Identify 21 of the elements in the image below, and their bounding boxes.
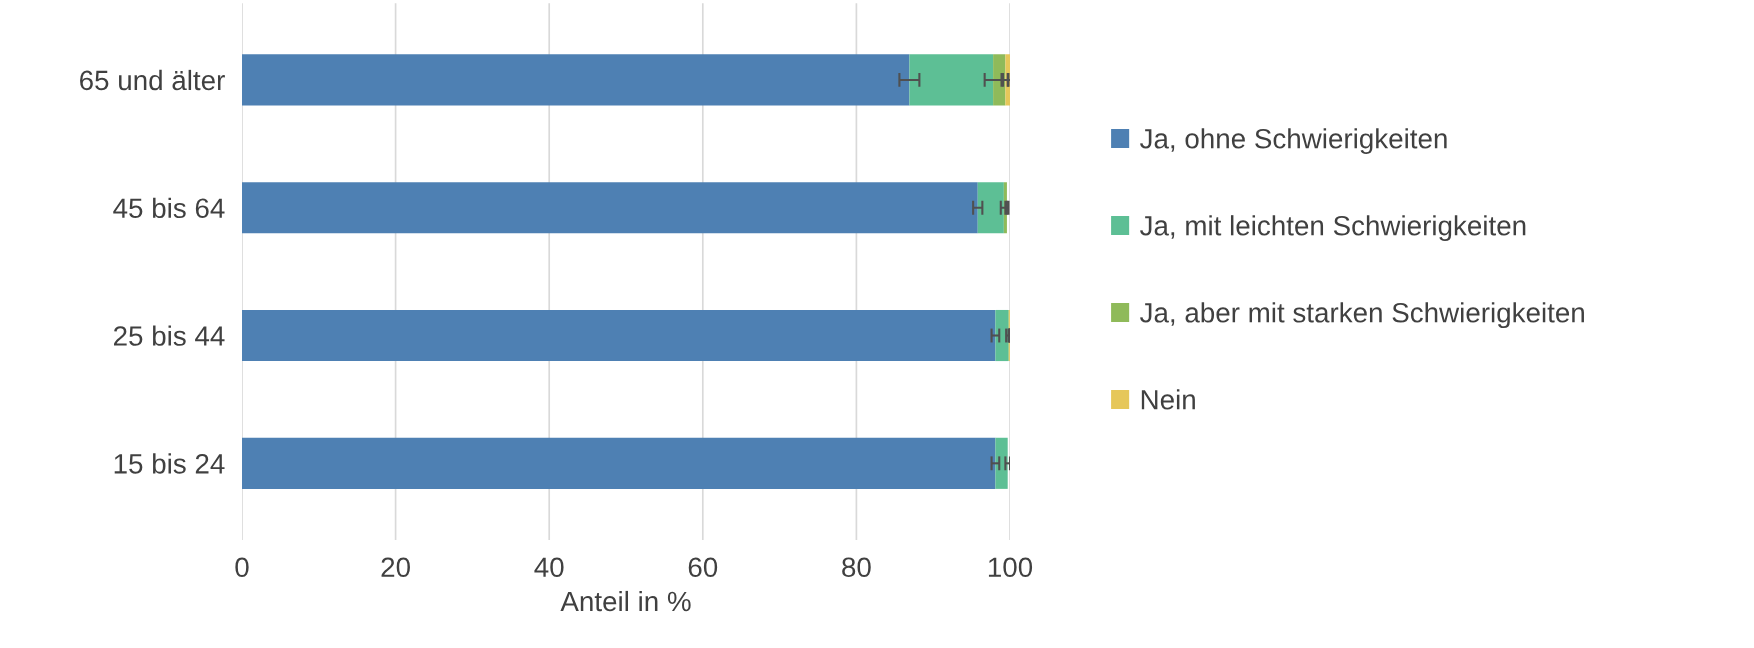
x-tick-label: 100 <box>988 557 1033 578</box>
x-tick-label: 40 <box>534 557 564 578</box>
y-tick-label: 65 und älter <box>80 69 225 91</box>
x-tick-label: 80 <box>842 557 871 578</box>
x-axis-title: Anteil in % <box>560 590 691 612</box>
legend-label: Ja, aber mit starken Schwierigkeiten <box>1140 302 1584 329</box>
y-tick-label: 15 bis 24 <box>114 453 225 474</box>
bar <box>909 54 994 106</box>
bar <box>977 182 1004 234</box>
bar <box>242 182 978 234</box>
legend-label: Ja, mit leichten Schwierigkeiten <box>1140 215 1526 242</box>
bar <box>242 437 996 489</box>
bar <box>242 54 910 106</box>
y-tick-label: 25 bis 44 <box>114 325 225 346</box>
x-tick-label: 0 <box>235 557 249 578</box>
legend-label: Ja, ohne Schwierigkeiten <box>1140 128 1447 155</box>
x-tick-label: 20 <box>381 557 410 578</box>
x-tick-label: 60 <box>688 557 718 578</box>
legend-label: Nein <box>1141 389 1195 410</box>
y-tick-label: 45 bis 64 <box>113 197 225 219</box>
bar <box>242 309 996 362</box>
